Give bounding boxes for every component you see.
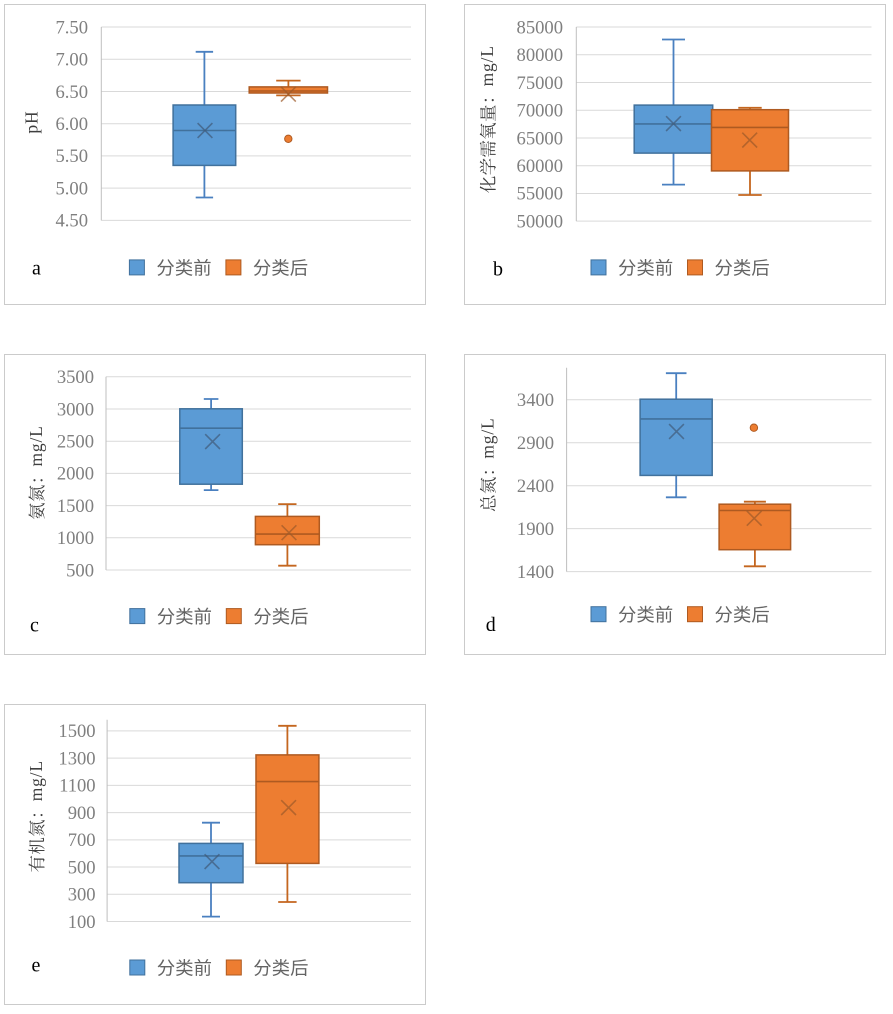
svg-text:3400: 3400 [517, 390, 554, 411]
svg-text:1100: 1100 [59, 776, 96, 797]
svg-text:65000: 65000 [517, 128, 563, 149]
svg-text:2400: 2400 [517, 476, 554, 497]
svg-text:7.00: 7.00 [55, 50, 88, 71]
svg-text:80000: 80000 [517, 45, 563, 66]
svg-text:300: 300 [68, 885, 96, 906]
svg-text:5.00: 5.00 [55, 178, 88, 199]
svg-text:50000: 50000 [517, 212, 563, 233]
svg-text:mg/L: mg/L [477, 45, 497, 86]
svg-text:7.50: 7.50 [55, 17, 88, 38]
svg-text:1900: 1900 [517, 519, 554, 540]
svg-text:1000: 1000 [57, 528, 94, 549]
svg-text:e: e [32, 955, 41, 977]
svg-text:4.50: 4.50 [55, 211, 88, 232]
svg-text:60000: 60000 [517, 156, 563, 177]
svg-text:3000: 3000 [57, 399, 94, 420]
svg-text:6.00: 6.00 [55, 114, 88, 135]
svg-text:1400: 1400 [517, 562, 554, 583]
svg-text:70000: 70000 [517, 101, 563, 122]
svg-text:100: 100 [68, 912, 96, 933]
svg-text:900: 900 [68, 803, 96, 824]
svg-text:700: 700 [68, 830, 96, 851]
svg-text:500: 500 [68, 857, 96, 878]
svg-text:3500: 3500 [57, 367, 94, 388]
svg-text:500: 500 [66, 560, 94, 581]
svg-text:pH: pH [21, 111, 41, 134]
svg-text:1300: 1300 [58, 748, 95, 769]
svg-text:85000: 85000 [517, 17, 563, 38]
svg-text:mg/L: mg/L [477, 417, 497, 458]
svg-text:2500: 2500 [57, 432, 94, 453]
svg-text:55000: 55000 [517, 184, 563, 205]
svg-text:b: b [493, 258, 503, 280]
svg-text:6.50: 6.50 [55, 82, 88, 103]
svg-text:d: d [486, 614, 496, 636]
svg-text:c: c [30, 614, 39, 636]
svg-text:a: a [32, 258, 41, 280]
svg-text:2000: 2000 [57, 464, 94, 485]
svg-text:mg/L: mg/L [26, 425, 46, 466]
svg-text:2900: 2900 [517, 433, 554, 454]
svg-text:1500: 1500 [57, 496, 94, 517]
svg-text:5.50: 5.50 [55, 146, 88, 167]
svg-text:1500: 1500 [58, 721, 95, 742]
svg-text:75000: 75000 [517, 73, 563, 94]
svg-text:mg/L: mg/L [26, 760, 46, 801]
